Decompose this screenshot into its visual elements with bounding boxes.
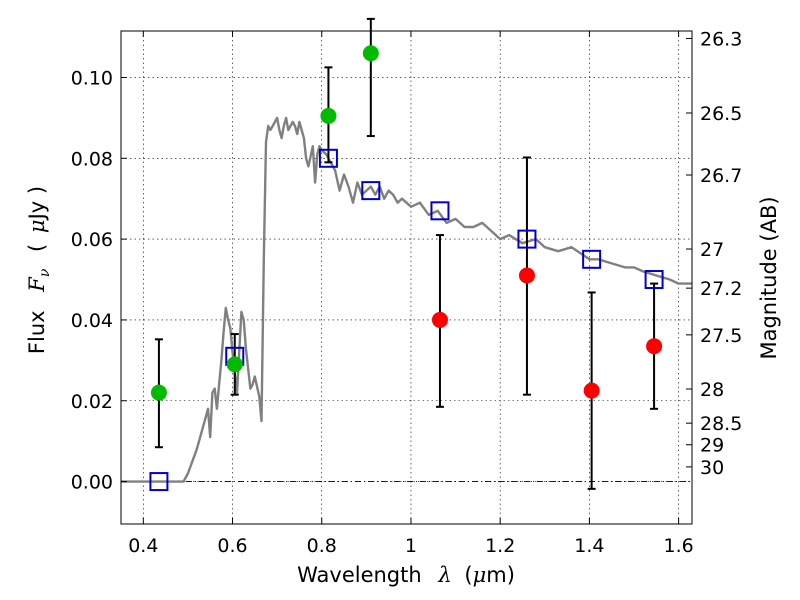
observed-flux-point: [362, 45, 379, 62]
magnitude-tick-label: 26.5: [700, 103, 742, 125]
observed-flux-point: [226, 356, 243, 373]
model-spectrum-line: [121, 116, 692, 483]
magnitude-tick-label: 26.7: [700, 165, 742, 187]
y-axis-label-unit-mu: μ: [25, 219, 49, 233]
magnitude-tick-label: 30: [700, 457, 724, 479]
model-photometry-square: [582, 249, 602, 269]
right-axis-label: Magnitude (AB): [757, 196, 781, 359]
plot-frame: [120, 30, 693, 525]
y-axis-label-unit-open: (: [25, 244, 49, 252]
grid: [121, 31, 692, 524]
x-axis-label-unit-mu: μ: [473, 563, 487, 587]
observed-flux-point: [583, 382, 600, 399]
x-axis-label-symbol: λ: [437, 563, 451, 587]
model-photometry-square: [644, 270, 664, 290]
y-axis-label: Flux Fν ( μJy ): [25, 186, 54, 354]
model-photometry-square: [517, 229, 537, 249]
y-axis-label-text: Flux: [25, 310, 49, 354]
observed-flux-point: [431, 311, 448, 328]
observed-flux-point: [518, 267, 535, 284]
plot-area: [121, 17, 692, 492]
x-axis-label-unit-rest: m): [486, 563, 515, 587]
y-tick-label: 0.10: [71, 67, 113, 89]
magnitude-tick-label: 27.5: [700, 325, 742, 347]
x-tick-label: 1.6: [664, 535, 694, 557]
y-tick-label: 0.08: [71, 148, 113, 170]
y-tick-label: 0.02: [71, 391, 113, 413]
x-axis-label-unit-open: (: [464, 563, 472, 587]
y-axis-label-symbol-sub: ν: [37, 268, 53, 277]
x-axis-label: Wavelength λ (μm): [297, 563, 515, 587]
x-tick-label: 1.2: [485, 535, 515, 557]
magnitude-tick-label: 28: [700, 379, 724, 401]
y-tick-label: 0.06: [71, 229, 113, 251]
magnitude-tick-label: 26.3: [700, 28, 742, 50]
y-tick-label: 0.00: [71, 472, 113, 494]
model-photometry-square: [361, 181, 381, 201]
observed-flux-point: [646, 338, 663, 355]
x-tick-label: 1: [405, 535, 417, 557]
x-tick-label: 1.4: [574, 535, 604, 557]
axis-ticks: 0.4 0.6 0.8 1 1.2 1.4 1.6 0.00 0.02 0.04 0.06 0.08 0…: [71, 28, 743, 557]
magnitude-tick-label: 27: [700, 239, 724, 261]
y-axis-label-symbol: F: [25, 276, 49, 293]
model-photometry-square: [149, 472, 169, 492]
y-tick-label: 0.04: [71, 310, 113, 332]
y-axis-label-unit-rest: Jy ): [25, 186, 49, 222]
magnitude-tick-label: 27.2: [700, 278, 742, 300]
observed-flux-point: [320, 107, 337, 124]
x-tick-label: 0.8: [307, 535, 337, 557]
model-photometry-square: [430, 201, 450, 221]
magnitude-tick-label: 28.5: [700, 413, 742, 435]
model-photometry-square: [318, 148, 338, 168]
x-tick-label: 0.4: [128, 535, 158, 557]
observed-flux-point: [150, 384, 167, 401]
x-tick-label: 0.6: [217, 535, 247, 557]
magnitude-tick-label: 29: [700, 435, 724, 457]
x-axis-label-text: Wavelength: [297, 563, 422, 587]
